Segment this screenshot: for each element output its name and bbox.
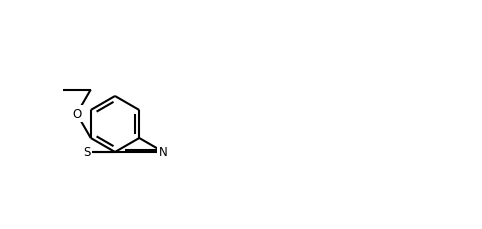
Text: S: S: [83, 146, 91, 159]
Text: N: N: [159, 146, 168, 159]
Text: O: O: [72, 108, 81, 121]
